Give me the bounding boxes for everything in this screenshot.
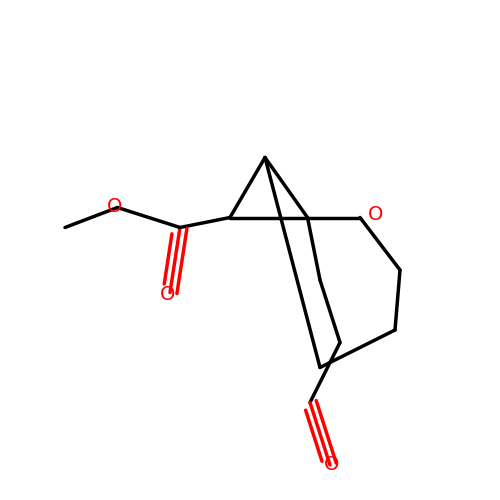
- Text: O: O: [108, 197, 122, 216]
- Text: O: O: [368, 206, 384, 225]
- Text: O: O: [160, 286, 175, 304]
- Text: O: O: [324, 454, 339, 473]
